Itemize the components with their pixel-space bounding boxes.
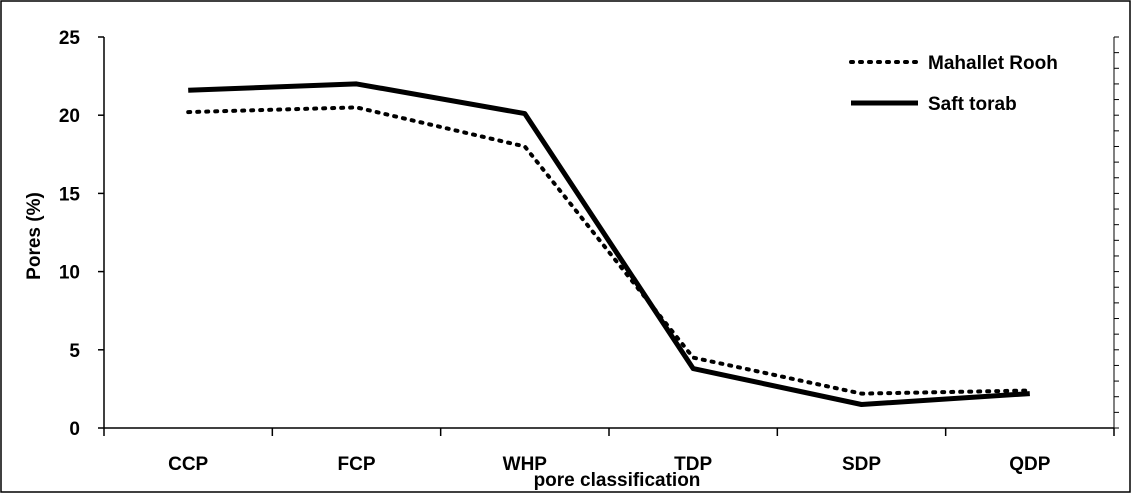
- y-tick-label: 5: [69, 341, 80, 362]
- x-tick-label: CCP: [168, 454, 208, 475]
- series-line-mahallet-rooh: [186, 105, 1032, 396]
- y-tick-label: 0: [69, 419, 80, 440]
- y-tick-label: 25: [59, 28, 81, 49]
- y-tick-label: 10: [59, 263, 80, 284]
- x-tick-label: TDP: [674, 454, 712, 475]
- x-tick-label: FCP: [338, 454, 376, 475]
- y-axis-label: Pores (%): [24, 192, 45, 280]
- series-layer: [186, 81, 1032, 407]
- data-point-mahallet-rooh: [356, 107, 357, 108]
- data-point-saft-torab: [1029, 393, 1030, 394]
- data-point-mahallet-rooh: [188, 112, 189, 113]
- secondary-axis-ticks: [1114, 36, 1119, 429]
- data-point-saft-torab: [524, 113, 525, 114]
- x-tick-label: QDP: [1009, 454, 1051, 475]
- y-tick-label: 15: [59, 184, 81, 205]
- data-point-saft-torab: [861, 404, 862, 405]
- x-ticks: CCP FCP WHP TDP SDP QDP: [103, 428, 1115, 475]
- legend: Mahallet Rooh Saft torab: [849, 53, 1058, 115]
- data-point-saft-torab: [356, 83, 357, 84]
- data-point-mahallet-rooh: [524, 146, 525, 147]
- x-tick-label: WHP: [503, 454, 548, 475]
- data-point-mahallet-rooh: [861, 393, 862, 394]
- data-point-mahallet-rooh: [693, 357, 694, 358]
- series-line-saft-torab: [188, 81, 1030, 407]
- data-point-saft-torab: [188, 90, 189, 91]
- y-tick-label: 20: [59, 106, 80, 127]
- legend-label-mahallet-rooh: Mahallet Rooh: [928, 53, 1058, 74]
- data-point-saft-torab: [693, 368, 694, 369]
- y-ticks: 0 5 10 15 20 25: [59, 28, 104, 440]
- legend-label-saft-torab: Saft torab: [928, 94, 1017, 115]
- x-tick-label: SDP: [842, 454, 881, 475]
- data-point-mahallet-rooh: [1029, 390, 1030, 391]
- x-axis-label: pore classification: [534, 470, 701, 491]
